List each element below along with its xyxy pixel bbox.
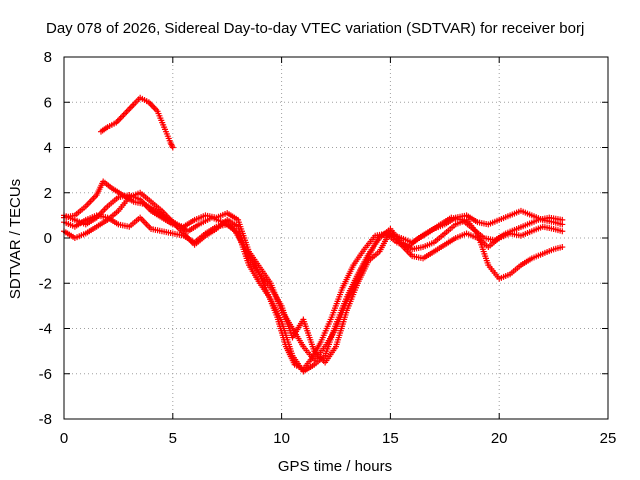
x-tick-label: 20 <box>491 430 508 447</box>
y-tick-label: -8 <box>39 411 52 428</box>
y-tick-label: -4 <box>39 321 52 338</box>
series-upper-arc <box>97 94 176 151</box>
data-point <box>559 221 566 228</box>
x-tick-label: 5 <box>169 430 177 447</box>
data-point <box>169 144 176 151</box>
x-tick-label: 0 <box>60 430 68 447</box>
data-point <box>559 228 566 235</box>
y-tick-label: -2 <box>39 275 52 292</box>
chart-title: Day 078 of 2026, Sidereal Day-to-day VTE… <box>46 20 584 37</box>
y-tick-label: -6 <box>39 366 52 383</box>
y-tick-label: 0 <box>44 230 52 247</box>
x-axis-label: GPS time / hours <box>278 458 392 475</box>
x-tick-label: 15 <box>382 430 399 447</box>
y-tick-label: 6 <box>44 94 52 111</box>
grid-lines <box>64 57 608 419</box>
x-tick-label: 25 <box>600 430 617 447</box>
series-trace-a <box>61 178 566 373</box>
axis-ticks: 0 5 10 15 20 25 -8 -6 -4 -2 0 2 4 6 8 <box>39 49 617 447</box>
data-point <box>559 244 566 251</box>
x-tick-label: 10 <box>273 430 290 447</box>
y-tick-label: 2 <box>44 185 52 202</box>
data-points <box>61 94 566 375</box>
series-trace-d <box>61 192 566 364</box>
y-tick-label: 4 <box>44 140 52 157</box>
y-axis-label: SDTVAR / TECUs <box>7 179 24 299</box>
series-trace-b <box>61 189 566 366</box>
y-tick-label: 8 <box>44 49 52 66</box>
